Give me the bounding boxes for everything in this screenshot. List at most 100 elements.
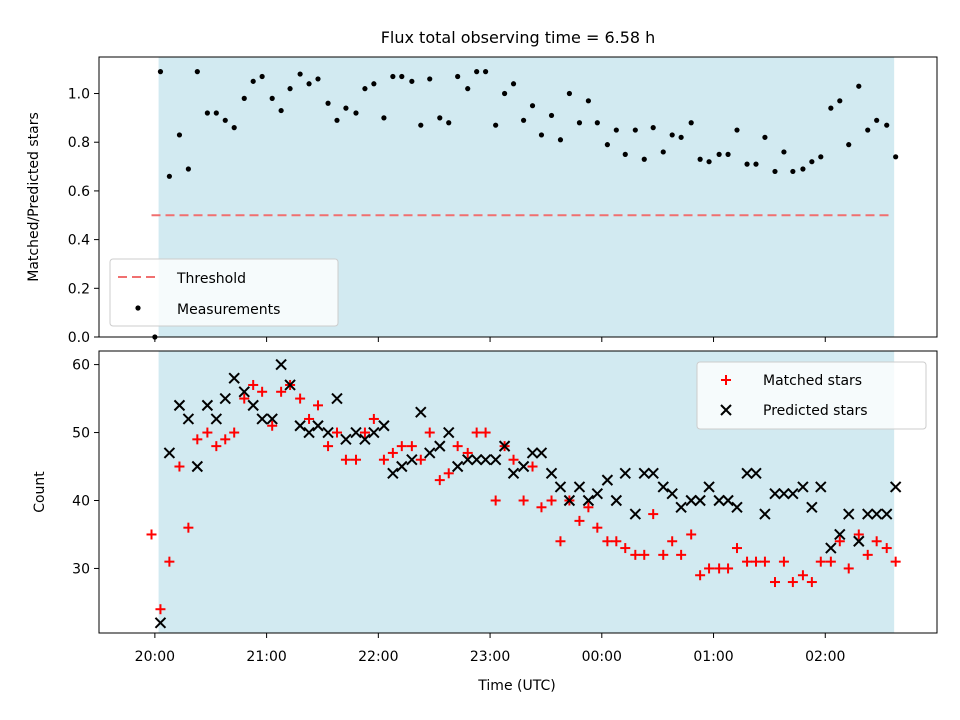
ratio-y-ticks: 0.0 0.2 0.4 0.6 0.8 1.0	[68, 87, 99, 346]
measurement-points	[152, 69, 899, 340]
matched-star-point	[434, 475, 445, 486]
measurement-point	[884, 122, 890, 128]
matched-star-point	[220, 434, 231, 445]
predicted-star-point	[517, 460, 530, 473]
predicted-star-point	[479, 454, 492, 466]
measurement-point	[678, 134, 684, 140]
measurement-point	[474, 69, 480, 75]
matched-star-point	[890, 556, 901, 567]
measurement-point	[753, 161, 759, 167]
ratio-legend: Threshold Measurements	[109, 258, 339, 327]
predicted-star-point	[750, 467, 762, 480]
measurement-point	[641, 156, 647, 162]
matched-star-point	[658, 549, 669, 560]
time-x-tick-label: 23:00	[470, 649, 510, 665]
legend-x-marker	[720, 404, 732, 416]
predicted-star-point	[378, 420, 390, 432]
matched-star-point	[825, 556, 836, 567]
predicted-star-point	[797, 481, 809, 493]
predicted-star-point	[834, 528, 846, 541]
measurement-point	[194, 69, 200, 75]
predicted-star-point	[675, 501, 687, 513]
measurement-point	[576, 120, 583, 126]
measurement-point	[371, 81, 377, 87]
measurement-point	[818, 154, 824, 160]
measurement-point	[334, 117, 340, 123]
matched-star-point	[331, 427, 342, 438]
ratio-y-axis-label: Matched/Predicted stars	[26, 112, 42, 282]
measurement-point	[510, 81, 517, 87]
predicted-star-point	[843, 508, 855, 520]
predicted-star-point	[396, 460, 408, 473]
matched-star-point	[239, 393, 250, 404]
matched-star-point	[667, 536, 678, 547]
time-x-axis-label: Time (UTC)	[477, 678, 555, 694]
matched-star-point	[769, 577, 780, 588]
count-y-tick-label: 50	[72, 426, 90, 442]
matched-star-point	[862, 549, 873, 560]
measurement-point	[343, 105, 349, 111]
predicted-star-point	[462, 454, 474, 466]
predicted-star-point	[713, 494, 725, 507]
measurement-point	[204, 110, 210, 116]
measurement-point	[418, 122, 424, 128]
time-x-tick-label: 02:00	[805, 649, 845, 665]
legend-matched-label: Matched stars	[763, 373, 862, 389]
predicted-star-point	[368, 426, 380, 439]
predicted-star-point	[825, 542, 837, 554]
predicted-star-point	[881, 508, 893, 520]
measurement-point	[362, 86, 368, 92]
measurement-point	[632, 127, 638, 133]
matched-star-point	[267, 420, 278, 431]
predicted-star-point	[424, 447, 436, 459]
measurement-point	[222, 117, 228, 123]
measurement-point	[501, 90, 508, 97]
legend-measurements-swatch	[135, 305, 141, 311]
predicted-star-point	[787, 487, 799, 500]
measurement-point	[306, 81, 312, 87]
measurement-point	[455, 73, 461, 80]
measurement-point	[725, 151, 731, 157]
matched-star-point	[518, 495, 529, 506]
measurement-point	[259, 73, 265, 80]
measurement-point	[874, 117, 880, 123]
measurement-point	[176, 132, 183, 138]
predicted-star-point	[415, 406, 427, 418]
measurement-point	[566, 90, 572, 97]
measurement-point	[706, 159, 712, 165]
matched-star-point	[248, 379, 259, 390]
matched-star-point	[350, 454, 361, 465]
measurement-point	[166, 173, 172, 179]
legend-measurements-label: Measurements	[177, 302, 280, 318]
predicted-star-point	[191, 460, 204, 473]
matched-star-point	[396, 441, 407, 452]
predicted-star-point	[331, 392, 343, 405]
matched-star-point	[871, 536, 882, 547]
measurement-point	[594, 120, 600, 126]
matched-star-point	[359, 427, 370, 438]
measurement-point	[185, 166, 191, 172]
predicted-star-point	[228, 372, 240, 384]
predicted-star-point	[741, 467, 753, 480]
matched-star-point	[536, 502, 547, 513]
count-legend: Matched stars Predicted stars	[696, 361, 927, 430]
ratio-y-tick-label: 0.8	[68, 135, 90, 151]
legend-predicted-label: Predicted stars	[763, 403, 868, 419]
time-x-tick-label: 00:00	[582, 649, 622, 665]
matched-star-point	[750, 556, 761, 567]
predicted-star-point	[470, 454, 483, 466]
predicted-star-point	[256, 413, 268, 425]
measurement-point	[538, 132, 545, 138]
matched-star-point	[323, 441, 334, 452]
matched-star-point	[229, 427, 240, 438]
ratio-y-tick-label: 1.0	[68, 87, 90, 103]
matched-star-point	[853, 529, 864, 540]
legend-predicted-swatch	[720, 404, 732, 416]
predicted-star-point	[498, 440, 511, 452]
matched-star-point	[164, 556, 175, 567]
matched-star-point	[704, 563, 715, 574]
matched-star-point	[527, 461, 538, 472]
predicted-star-point	[601, 474, 614, 486]
ratio-plot: 0.0 0.2 0.4 0.6 0.8 1.0 Flux total observing …	[26, 28, 938, 346]
count-y-tick-label: 60	[72, 358, 90, 374]
